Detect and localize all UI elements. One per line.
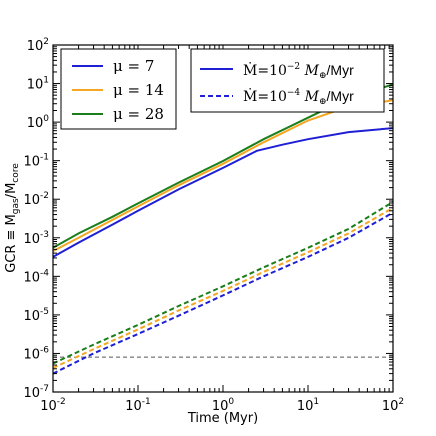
legend-mdot-1e-4-label: Ṁ=10−4 M⊕/Myr <box>243 87 354 107</box>
legend-mdot-1e-2-label: Ṁ=10−2 M⊕/Myr <box>243 61 354 81</box>
y-tick-label: 101 <box>27 76 49 93</box>
series-mu-7-mdot-1e-2 <box>53 127 393 258</box>
legend-mdot: Ṁ=10−2 M⊕/Myr Ṁ=10−4 M⊕/Myr <box>190 48 385 113</box>
x-tick-label: 10-1 <box>125 397 151 414</box>
tick-labels: 10-2 10-1 100 101 102 10-7 10-6 10-5 10-4 10-3 10-… <box>23 37 404 414</box>
y-tick-label: 10-6 <box>23 345 49 362</box>
legend-mu-14-label: μ = 14 <box>113 81 164 99</box>
x-tick-label: 100 <box>212 397 235 414</box>
x-tick-label: 102 <box>382 397 404 414</box>
x-axis-label: Time (Myr) <box>187 411 258 426</box>
legend-mu: μ = 7 μ = 14 μ = 28 <box>60 48 177 130</box>
y-tick-label: 10-3 <box>23 230 49 247</box>
legend-mu-28-label: μ = 28 <box>113 105 164 123</box>
y-tick-label: 10-4 <box>23 268 49 285</box>
y-tick-label: 102 <box>27 37 49 54</box>
x-tick-label: 101 <box>297 397 319 414</box>
series-mu-7-mdot-1e-4 <box>53 211 393 375</box>
series-mu-14-mdot-1e-4 <box>53 206 393 369</box>
y-axis-label: GCR ≡ Mgas/Mcore <box>4 163 21 273</box>
legend-mu-7-label: μ = 7 <box>113 57 154 75</box>
y-tick-label: 10-2 <box>23 191 49 208</box>
y-tick-label: 10-1 <box>23 153 49 170</box>
axis-ticks <box>52 44 394 393</box>
y-tick-label: 10-5 <box>23 307 49 324</box>
y-tick-label: 100 <box>27 114 50 131</box>
y-tick-label: 10-7 <box>23 384 49 401</box>
x-tick-label: 10-2 <box>40 397 66 414</box>
series-mu-28-mdot-1e-4 <box>53 201 393 365</box>
svg-text:GCR ≡ Mgas/Mcore: GCR ≡ Mgas/Mcore <box>4 163 21 273</box>
